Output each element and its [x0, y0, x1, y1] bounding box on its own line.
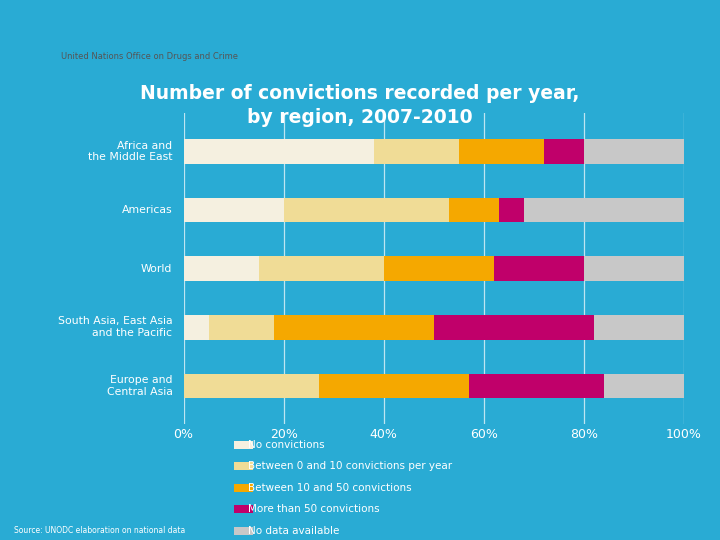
Bar — [384, 256, 494, 281]
Bar — [184, 315, 209, 340]
Text: No data available: No data available — [248, 526, 340, 536]
Bar — [319, 374, 469, 398]
Text: Number of convictions recorded per year,
by region, 2007-2010: Number of convictions recorded per year,… — [140, 84, 580, 127]
Bar — [459, 139, 544, 164]
Bar — [184, 256, 258, 281]
Bar — [374, 139, 459, 164]
Bar — [234, 526, 253, 535]
Bar — [234, 441, 253, 449]
Bar — [258, 256, 384, 281]
Text: More than 50 convictions: More than 50 convictions — [248, 504, 380, 514]
Bar — [524, 198, 684, 222]
Bar — [544, 139, 584, 164]
Bar — [234, 462, 253, 470]
Bar — [433, 315, 594, 340]
Text: United Nations Office on Drugs and Crime: United Nations Office on Drugs and Crime — [61, 52, 238, 62]
Bar — [284, 198, 449, 222]
Bar — [494, 256, 584, 281]
Bar — [469, 374, 604, 398]
Bar — [594, 315, 684, 340]
Text: Source: UNODC elaboration on national data: Source: UNODC elaboration on national da… — [14, 525, 186, 535]
Text: Between 10 and 50 convictions: Between 10 and 50 convictions — [248, 483, 412, 493]
Bar — [234, 484, 253, 492]
Bar — [184, 198, 284, 222]
Bar — [234, 505, 253, 514]
Bar — [184, 374, 319, 398]
Bar — [449, 198, 499, 222]
Bar — [604, 374, 684, 398]
Bar — [209, 315, 274, 340]
Bar — [184, 139, 374, 164]
Text: Between 0 and 10 convictions per year: Between 0 and 10 convictions per year — [248, 461, 453, 471]
Text: No convictions: No convictions — [248, 440, 325, 450]
Text: UNODC: UNODC — [61, 18, 151, 38]
Bar — [274, 315, 433, 340]
Bar — [584, 256, 684, 281]
Bar — [584, 139, 684, 164]
Bar — [499, 198, 524, 222]
